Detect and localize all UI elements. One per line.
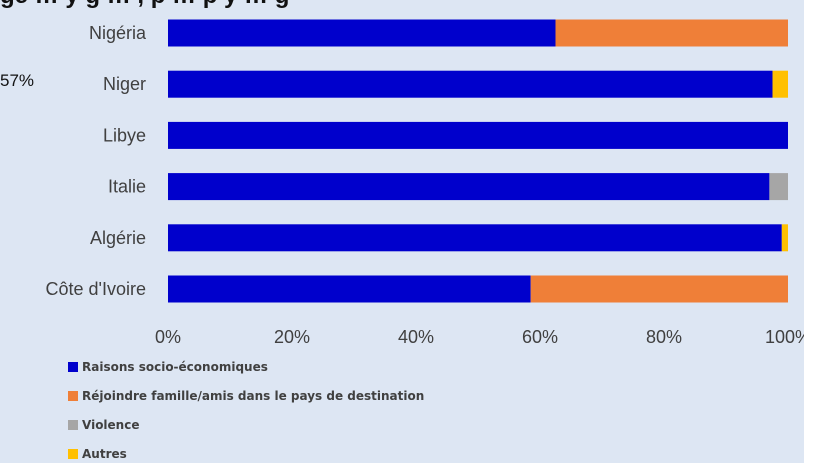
category-label: Nigéria xyxy=(89,23,147,43)
bar-segment xyxy=(781,224,788,252)
bar-segment xyxy=(168,275,531,303)
bar-segment xyxy=(168,173,770,201)
legend-label: Autres xyxy=(82,446,127,461)
stacked-bar-chart: Nigéria Niger Libye Italie Algérie Côte d'Ivo… xyxy=(46,19,804,347)
chart-title-fragment: ge … y g … , p … p y … g xyxy=(0,0,804,8)
x-tick-label: 0% xyxy=(155,327,181,347)
legend-item: Réjoindre famille/amis dans le pays de d… xyxy=(68,385,424,406)
bar-segment xyxy=(772,70,788,98)
legend-swatch xyxy=(68,390,78,401)
x-tick-label: 80% xyxy=(646,327,682,347)
legend-item: Autres xyxy=(68,443,424,464)
legend-swatch xyxy=(68,361,78,372)
bar-segment xyxy=(530,275,788,303)
x-tick-label: 100% xyxy=(765,327,804,347)
legend-item: Violence xyxy=(68,414,424,435)
bar-segment xyxy=(555,19,788,47)
category-label: Niger xyxy=(103,74,146,94)
x-tick-label: 40% xyxy=(398,327,434,347)
legend-item: Raisons socio-économiques xyxy=(68,356,424,377)
legend-label: Violence xyxy=(82,417,140,432)
bar-segment xyxy=(168,121,788,149)
bar-segment xyxy=(168,70,773,98)
category-label: Libye xyxy=(103,125,146,145)
legend: Raisons socio-économiques Réjoindre famil… xyxy=(68,356,424,464)
x-tick-label: 20% xyxy=(274,327,310,347)
side-value-label: 57% xyxy=(0,71,35,90)
legend-label: Raisons socio-économiques xyxy=(82,359,268,374)
legend-swatch xyxy=(68,419,78,430)
bar-segment xyxy=(168,224,782,252)
legend-swatch xyxy=(68,448,78,459)
category-label: Italie xyxy=(108,177,146,197)
category-label: Algérie xyxy=(90,228,146,248)
bar-segment xyxy=(769,173,788,201)
legend-label: Réjoindre famille/amis dans le pays de d… xyxy=(82,388,425,403)
x-tick-label: 60% xyxy=(522,327,558,347)
bar-segment xyxy=(168,19,556,47)
category-label: Côte d'Ivoire xyxy=(46,279,147,299)
